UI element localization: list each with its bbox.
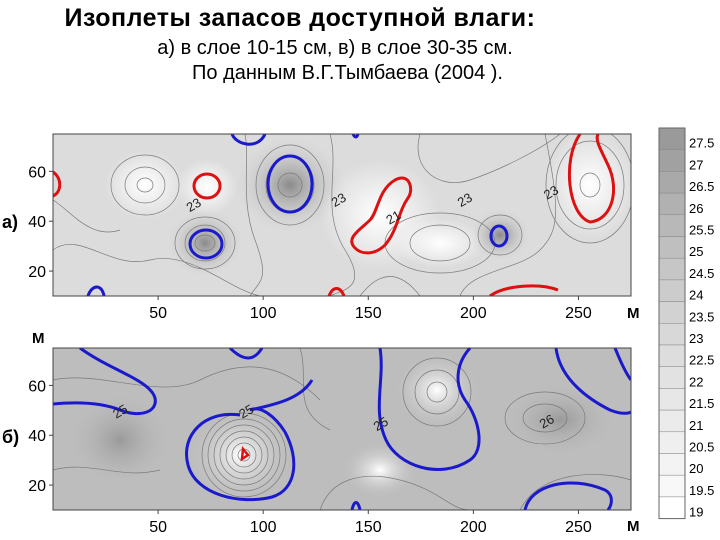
panel-a-isoline-label: 23 <box>455 190 475 210</box>
panel-b-isoline-label: 26 <box>537 411 557 431</box>
panel-b-x-unit: М <box>627 518 640 535</box>
panel-a-ticks: 50 100 150 200 250 20 40 60 <box>28 164 592 322</box>
panel-a-isoline-label: 23 <box>541 182 561 202</box>
legend-label: 22.5 <box>689 353 714 368</box>
legend-swatch <box>658 344 686 367</box>
legend-swatch <box>658 323 686 346</box>
panel-a-x-tick-label: 150 <box>355 305 382 322</box>
panel-a-isolines <box>53 134 631 296</box>
panel-b-x-tick-label: 50 <box>149 519 167 536</box>
legend-swatch <box>658 127 686 150</box>
legend-frame <box>658 127 686 520</box>
title-block: Изоплеты запасов доступной влаги: а) в с… <box>0 4 720 85</box>
panel-a-isoline-label: 21 <box>383 207 403 227</box>
legend-swatch <box>658 279 686 302</box>
panel-a-frame <box>52 133 632 297</box>
legend-label: 19 <box>689 505 703 520</box>
panel-b-x-tick-label: 200 <box>460 519 487 536</box>
legend-swatch <box>658 496 686 519</box>
panel-a-x-tick-label: 50 <box>149 305 167 322</box>
legend-label: 19.5 <box>689 483 714 498</box>
panel-b-y-unit: М <box>32 330 45 347</box>
legend-label: 21.5 <box>689 396 714 411</box>
legend-swatch <box>658 388 686 411</box>
panel-b-highlight-isolines <box>53 348 631 510</box>
panel-b-x-tick-label: 100 <box>250 519 277 536</box>
panel-b-y-tick-label: 60 <box>28 378 46 395</box>
panel-b-label: б) <box>2 427 19 447</box>
legend-label: 23 <box>689 331 703 346</box>
panel-b-y-tick-label: 20 <box>28 478 46 495</box>
panel-a-isoline-labels: 23 23 21 23 23 <box>184 182 561 227</box>
legend-swatch <box>658 474 686 498</box>
panel-b-x-tick-label: 250 <box>565 519 592 536</box>
main-title: Изоплеты запасов доступной влаги: <box>64 4 536 32</box>
subtitle-line-2: По данным В.Г.Тымбаева (2004 ). <box>192 62 503 84</box>
subtitle-line-1: а) в слое 10-15 см, в) в слое 30-35 см. <box>157 37 513 59</box>
panel-b-isoline-label: 25 <box>371 414 391 434</box>
panel-a-x-unit: М <box>627 305 640 322</box>
legend-label: 24.5 <box>689 266 714 281</box>
panel-a-label: а) <box>2 212 18 232</box>
panel-b-y-tick-label: 40 <box>28 428 46 445</box>
legend-label: 24 <box>689 288 703 303</box>
legend-label: 20.5 <box>689 440 714 455</box>
panel-b-field: 25 25 25 26 <box>53 348 631 510</box>
panel-b: 25 25 25 26 50 100 150 200 250 20 40 60 <box>28 347 632 536</box>
legend-swatch <box>658 149 686 172</box>
legend-swatch <box>658 409 686 433</box>
legend-swatch <box>658 236 686 259</box>
panel-a-x-tick-label: 250 <box>565 305 592 322</box>
legend-label: 21 <box>689 418 703 433</box>
panel-b-frame <box>52 347 632 511</box>
panel-b-x-tick-label: 150 <box>355 519 382 536</box>
legend-label: 25.5 <box>689 223 714 238</box>
panel-b-isoline-label: 25 <box>236 401 256 421</box>
legend-swatch <box>658 257 686 281</box>
legend-label: 23.5 <box>689 309 714 324</box>
panel-a-x-tick-label: 100 <box>250 305 277 322</box>
panel-a-highlight-isolines <box>53 134 616 296</box>
legend-label: 20 <box>689 461 703 476</box>
panel-a-field: 23 23 21 23 23 <box>53 134 631 296</box>
panel-b-isoline-labels: 25 25 25 26 <box>110 401 557 434</box>
legend-swatch <box>658 366 686 389</box>
legend-label: 27 <box>689 157 703 172</box>
legend-label: 26.5 <box>689 179 714 194</box>
legend-swatch <box>658 214 686 237</box>
panel-a-y-tick-label: 20 <box>28 264 46 281</box>
legend-label: 25 <box>689 244 703 259</box>
panel-b-isolines <box>53 348 631 510</box>
legend-swatch <box>658 301 686 324</box>
panel-a-isoline-label: 23 <box>329 190 349 210</box>
panel-a-y-tick-label: 60 <box>28 164 46 181</box>
legend-label: 27.5 <box>689 136 714 151</box>
legend-swatch <box>658 453 686 476</box>
legend-label: 22 <box>689 374 703 389</box>
panel-b-isoline-label: 25 <box>110 401 130 421</box>
legend-swatch <box>658 171 686 194</box>
legend-swatch <box>658 192 686 216</box>
legend-label: 26 <box>689 201 703 216</box>
panel-a-y-tick-label: 40 <box>28 214 46 231</box>
panel-b-ticks: 50 100 150 200 250 20 40 60 <box>28 378 592 536</box>
panel-a-isoline-label: 23 <box>184 195 204 215</box>
legend-swatch <box>658 431 686 454</box>
color-scale-legend: 27.5 27 26.5 26 25.5 25 24.5 24 23.5 23 22.5 22 21.5… <box>658 127 714 520</box>
panel-a-x-tick-label: 200 <box>460 305 487 322</box>
panel-a: 23 23 21 23 23 50 100 150 200 250 20 40 60 <box>28 133 632 322</box>
